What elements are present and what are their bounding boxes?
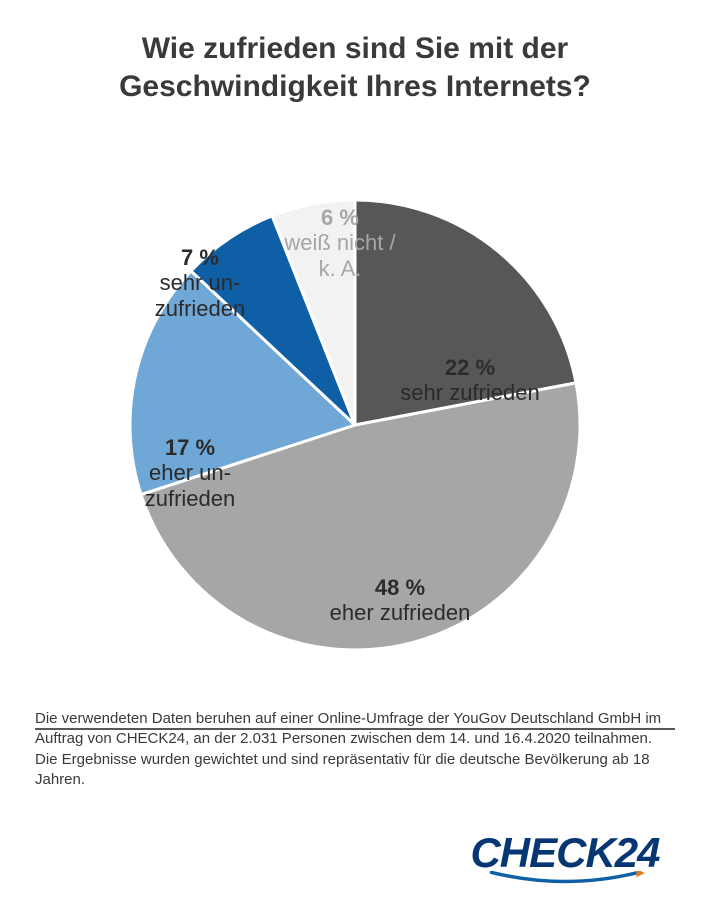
slice-percent: 6 % xyxy=(260,205,420,230)
chart-title: Wie zufrieden sind Sie mit der Geschwind… xyxy=(0,0,710,115)
title-line-1: Wie zufrieden sind Sie mit der xyxy=(142,32,568,65)
logo-text: CHECK24 xyxy=(470,829,659,877)
footnote-text: Die verwendeten Daten beruhen auf einer … xyxy=(35,709,675,790)
slice-percent: 48 % xyxy=(320,575,480,600)
slice-label: 22 %sehr zufrieden xyxy=(390,355,550,406)
slice-label: 7 %sehr un-zufrieden xyxy=(120,245,280,321)
logo-swish-icon xyxy=(455,871,675,885)
slice-percent: 7 % xyxy=(120,245,280,270)
slice-label: 48 %eher zufrieden xyxy=(320,575,480,626)
slice-text: weiß nicht /k. A. xyxy=(260,230,420,281)
slice-text: eher zufrieden xyxy=(320,600,480,625)
slice-text: sehr zufrieden xyxy=(390,380,550,405)
pie-chart-container: 22 %sehr zufrieden 48 %eher zufrieden 17 %… xyxy=(0,115,710,735)
slice-percent: 17 % xyxy=(110,435,270,460)
slice-text: eher un-zufrieden xyxy=(110,460,270,511)
slice-text: sehr un-zufrieden xyxy=(120,270,280,321)
slice-percent: 22 % xyxy=(390,355,550,380)
check24-logo: CHECK24 xyxy=(455,829,675,885)
slice-label: 6 %weiß nicht /k. A. xyxy=(260,205,420,281)
slice-label: 17 %eher un-zufrieden xyxy=(110,435,270,511)
title-line-2: Geschwindigkeit Ihres Internets? xyxy=(119,70,591,103)
